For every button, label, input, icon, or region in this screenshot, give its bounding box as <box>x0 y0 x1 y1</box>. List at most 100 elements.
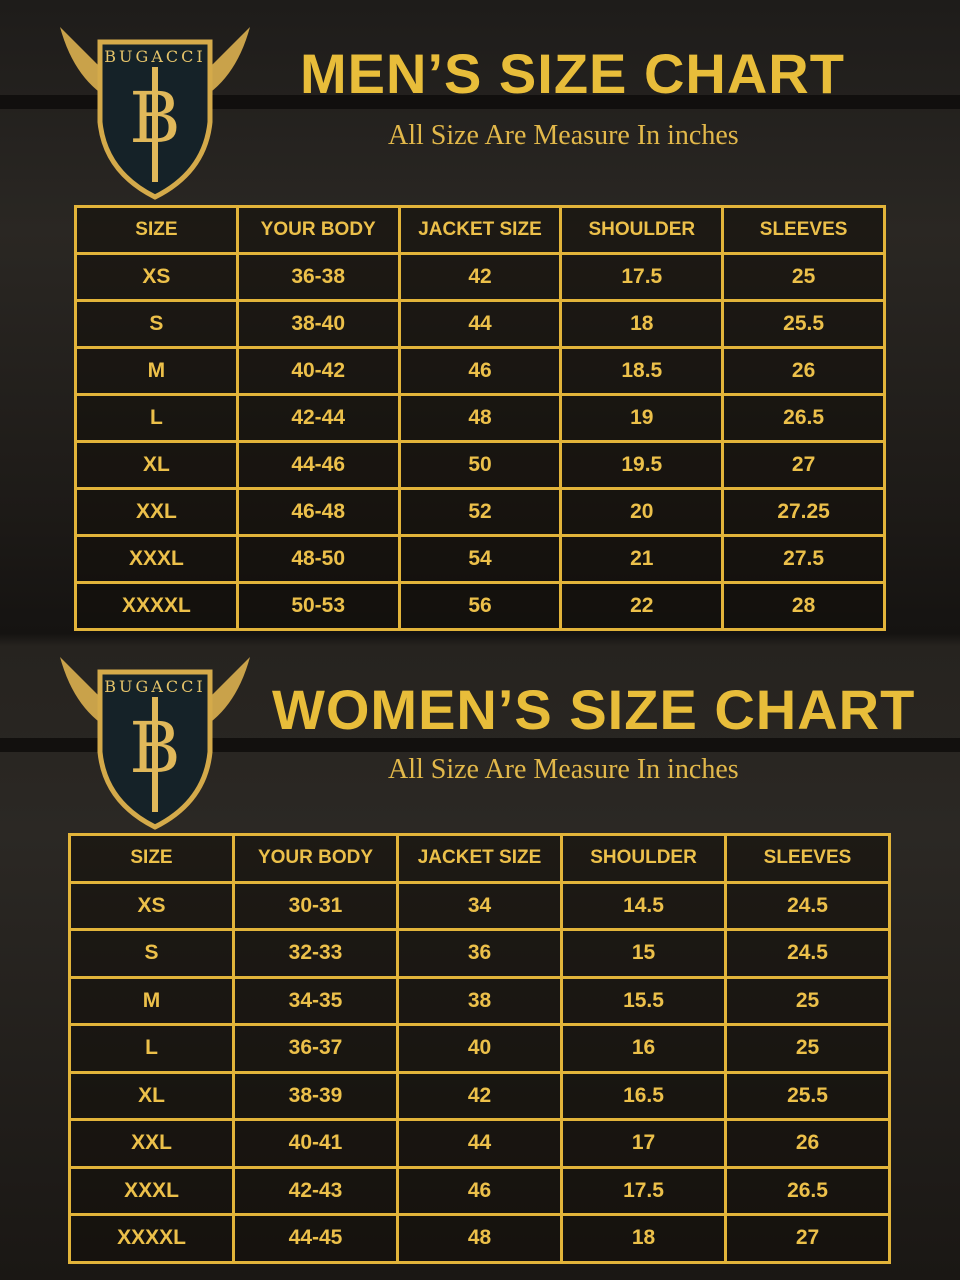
cell-sleeves: 26 <box>724 1118 891 1169</box>
table-row: XS 36-38 42 17.5 25 <box>74 252 886 302</box>
cell-your-body: 40-42 <box>235 346 401 396</box>
women-size-table: SIZE YOUR BODY JACKET SIZE SHOULDER SLEEVES X… <box>68 833 891 1264</box>
cell-your-body: 36-37 <box>232 1023 399 1074</box>
women-header-row: SIZE YOUR BODY JACKET SIZE SHOULDER SLEEVES <box>68 833 891 884</box>
cell-shoulder: 17 <box>560 1118 727 1169</box>
cell-shoulder: 20 <box>559 487 725 537</box>
men-title: MEN’S SIZE CHART <box>300 42 845 105</box>
cell-your-body: 34-35 <box>232 975 399 1026</box>
cell-shoulder: 18 <box>560 1213 727 1264</box>
header-sleeves: SLEEVES <box>721 205 886 255</box>
cell-jacket-size: 56 <box>397 581 563 631</box>
cell-your-body: 50-53 <box>235 581 401 631</box>
header-your-body: YOUR BODY <box>235 205 401 255</box>
cell-sleeves: 24.5 <box>724 928 891 979</box>
cell-jacket-size: 42 <box>396 1070 563 1121</box>
cell-shoulder: 16.5 <box>560 1070 727 1121</box>
men-header-row: SIZE YOUR BODY JACKET SIZE SHOULDER SLEEVES <box>74 205 886 255</box>
cell-size: S <box>74 299 239 349</box>
header-sleeves: SLEEVES <box>724 833 891 884</box>
cell-jacket-size: 34 <box>396 880 563 931</box>
table-row: M 40-42 46 18.5 26 <box>74 346 886 396</box>
table-row: XS 30-31 34 14.5 24.5 <box>68 880 891 931</box>
table-row: XXL 46-48 52 20 27.25 <box>74 487 886 537</box>
clothes-rail <box>0 738 960 752</box>
cell-sleeves: 27 <box>724 1213 891 1264</box>
table-row: XXXL 48-50 54 21 27.5 <box>74 534 886 584</box>
cell-your-body: 46-48 <box>235 487 401 537</box>
cell-sleeves: 26.5 <box>724 1165 891 1216</box>
cell-sleeves: 25.5 <box>724 1070 891 1121</box>
bugacci-logo: BUGACCI B <box>60 657 250 830</box>
cell-size: XXXXL <box>68 1213 235 1264</box>
cell-jacket-size: 48 <box>397 393 563 443</box>
cell-sleeves: 27.5 <box>721 534 886 584</box>
cell-shoulder: 18.5 <box>559 346 725 396</box>
cell-sleeves: 25.5 <box>721 299 886 349</box>
men-subtitle: All Size Are Measure In inches <box>388 120 739 151</box>
cell-jacket-size: 46 <box>397 346 563 396</box>
table-row: XL 44-46 50 19.5 27 <box>74 440 886 490</box>
cell-jacket-size: 38 <box>396 975 563 1026</box>
cell-jacket-size: 46 <box>396 1165 563 1216</box>
cell-jacket-size: 50 <box>397 440 563 490</box>
cell-size: M <box>74 346 239 396</box>
cell-sleeves: 27 <box>721 440 886 490</box>
cell-jacket-size: 36 <box>396 928 563 979</box>
cell-shoulder: 19.5 <box>559 440 725 490</box>
cell-shoulder: 16 <box>560 1023 727 1074</box>
header-size: SIZE <box>74 205 239 255</box>
cell-size: XXL <box>68 1118 235 1169</box>
cell-shoulder: 15 <box>560 928 727 979</box>
cell-your-body: 38-40 <box>235 299 401 349</box>
cell-sleeves: 27.25 <box>721 487 886 537</box>
header-shoulder: SHOULDER <box>560 833 727 884</box>
women-title: WOMEN’S SIZE CHART <box>272 678 916 741</box>
cell-jacket-size: 52 <box>397 487 563 537</box>
table-row: XXXXL 44-45 48 18 27 <box>68 1213 891 1264</box>
cell-shoulder: 17.5 <box>560 1165 727 1216</box>
cell-your-body: 42-43 <box>232 1165 399 1216</box>
header-shoulder: SHOULDER <box>559 205 725 255</box>
cell-size: XL <box>68 1070 235 1121</box>
cell-size: XXXL <box>68 1165 235 1216</box>
cell-size: XXXXL <box>74 581 239 631</box>
cell-size: XL <box>74 440 239 490</box>
cell-shoulder: 22 <box>559 581 725 631</box>
table-row: S 38-40 44 18 25.5 <box>74 299 886 349</box>
cell-size: XS <box>74 252 239 302</box>
cell-jacket-size: 48 <box>396 1213 563 1264</box>
cell-size: XXL <box>74 487 239 537</box>
cell-your-body: 32-33 <box>232 928 399 979</box>
women-subtitle: All Size Are Measure In inches <box>388 754 739 785</box>
cell-your-body: 42-44 <box>235 393 401 443</box>
svg-text:BUGACCI: BUGACCI <box>104 47 205 66</box>
cell-shoulder: 18 <box>559 299 725 349</box>
header-size: SIZE <box>68 833 235 884</box>
table-row: L 42-44 48 19 26.5 <box>74 393 886 443</box>
cell-jacket-size: 40 <box>396 1023 563 1074</box>
cell-sleeves: 28 <box>721 581 886 631</box>
cell-sleeves: 25 <box>724 1023 891 1074</box>
cell-shoulder: 21 <box>559 534 725 584</box>
cell-jacket-size: 44 <box>397 299 563 349</box>
svg-text:BUGACCI: BUGACCI <box>104 677 205 696</box>
cell-shoulder: 15.5 <box>560 975 727 1026</box>
table-row: XXXL 42-43 46 17.5 26.5 <box>68 1165 891 1216</box>
cell-size: XS <box>68 880 235 931</box>
cell-size: L <box>74 393 239 443</box>
header-jacket-size: JACKET SIZE <box>397 205 563 255</box>
cell-your-body: 44-46 <box>235 440 401 490</box>
table-row: S 32-33 36 15 24.5 <box>68 928 891 979</box>
table-row: XXXXL 50-53 56 22 28 <box>74 581 886 631</box>
cell-shoulder: 19 <box>559 393 725 443</box>
bugacci-logo: BUGACCI B <box>60 27 250 200</box>
cell-sleeves: 26 <box>721 346 886 396</box>
cell-jacket-size: 42 <box>397 252 563 302</box>
table-row: XL 38-39 42 16.5 25.5 <box>68 1070 891 1121</box>
cell-sleeves: 25 <box>721 252 886 302</box>
cell-jacket-size: 44 <box>396 1118 563 1169</box>
cell-sleeves: 25 <box>724 975 891 1026</box>
cell-sleeves: 26.5 <box>721 393 886 443</box>
cell-size: XXXL <box>74 534 239 584</box>
